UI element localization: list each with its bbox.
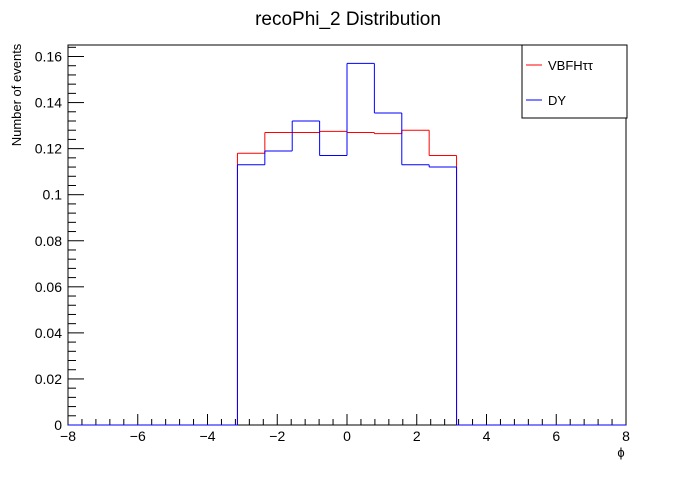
x-tick-label: −6 xyxy=(130,428,146,444)
y-axis-label: Number of events xyxy=(9,43,24,146)
x-tick-label: 4 xyxy=(483,428,491,444)
series-dy xyxy=(68,62,626,426)
x-tick-label: 0 xyxy=(343,428,351,444)
legend-label-vbfh: VBFHττ xyxy=(548,58,594,73)
x-tick-label: 6 xyxy=(552,428,560,444)
x-tick-label: 8 xyxy=(622,428,630,444)
x-tick-label: −4 xyxy=(200,428,216,444)
series-vbfh xyxy=(68,129,626,426)
legend-label-dy: DY xyxy=(548,93,566,108)
x-tick-label: −2 xyxy=(269,428,285,444)
y-tick-label: 0.1 xyxy=(43,187,63,203)
y-tick-label: 0.04 xyxy=(35,325,62,341)
chart-title: recoPhi_2 Distribution xyxy=(255,9,441,30)
y-tick-label: 0.12 xyxy=(35,141,62,157)
y-tick-label: 0.14 xyxy=(35,95,62,111)
y-tick-label: 0 xyxy=(54,417,62,433)
x-axis-label: ϕ xyxy=(617,445,624,460)
x-tick-label: 2 xyxy=(413,428,421,444)
y-tick-label: 0.02 xyxy=(35,371,62,387)
legend-box xyxy=(521,44,628,119)
x-tick-label: −8 xyxy=(60,428,76,444)
y-tick-label: 0.08 xyxy=(35,233,62,249)
y-tick-label: 0.16 xyxy=(35,49,62,65)
y-tick-label: 0.06 xyxy=(35,279,62,295)
